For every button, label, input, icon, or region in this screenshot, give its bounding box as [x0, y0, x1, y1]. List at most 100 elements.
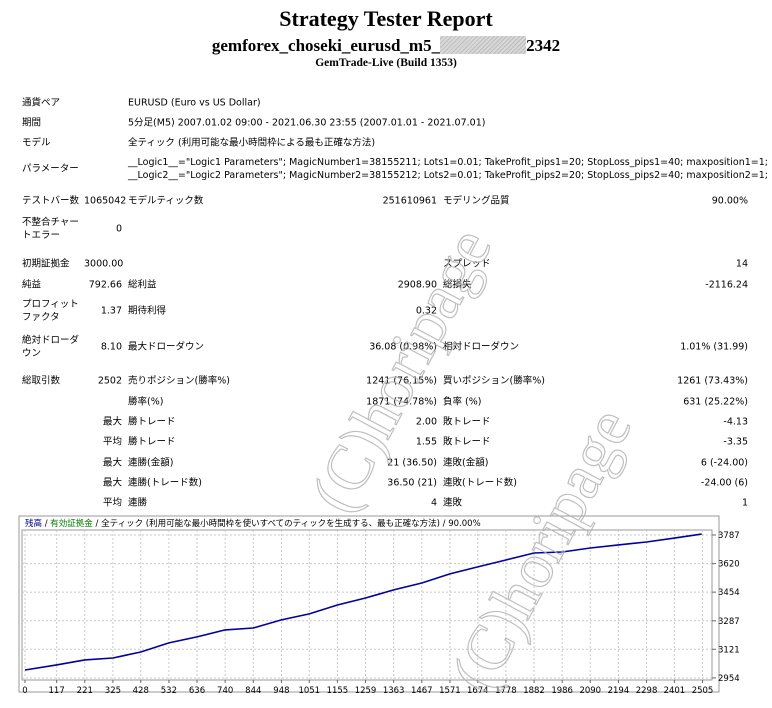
x-tick-label: 1571: [439, 686, 461, 696]
legend-text: /: [42, 519, 50, 529]
y-tick-label: 3287: [718, 617, 740, 627]
stat-value: 36.50 (21): [387, 477, 437, 489]
stat-label: 総利益: [128, 279, 157, 291]
stat-value: 6 (-24.00): [700, 457, 748, 469]
x-tick-label: 1051: [298, 686, 320, 696]
x-tick-label: 1155: [327, 686, 349, 696]
build-info: GemTrade-Live (Build 1353): [315, 57, 457, 69]
legend-text: / 全ティック (利用可能な最小時間枠を使いすべてのティックを生成する、最も正確…: [93, 518, 481, 529]
stat-value: 最大: [102, 477, 122, 489]
x-tick-label: 2505: [692, 686, 714, 696]
x-tick-label: 2194: [608, 686, 630, 696]
stat-label: 不整合チャートエラー: [22, 217, 79, 241]
balance-chart: 2954 3121 3287 3454 3620 3787 0 117 221 325 428 532…: [18, 515, 740, 696]
expert-name: gemforex_choseki_eurusd_m5_ 2342: [0, 36, 772, 56]
stat-label: 勝トレード: [128, 436, 176, 448]
stat-value: 14: [735, 258, 748, 270]
x-tick-label: 2401: [664, 686, 686, 696]
x-tick-label: 325: [105, 686, 121, 696]
stat-label: 連勝(金額): [128, 457, 174, 469]
legend: 残高 / 有効証拠金 / 全ティック (利用可能な最小時間枠を使いすべてのティッ…: [25, 518, 481, 529]
stat-label: 純益: [22, 279, 42, 291]
stat-value: 3000.00: [84, 258, 124, 270]
stat-label: スプレッド: [443, 258, 491, 270]
x-tick-label: 2298: [636, 686, 658, 696]
y-tick-label: 3787: [718, 531, 740, 541]
stat-value: 2.00: [415, 416, 437, 428]
info-value: EURUSD (Euro vs US Dollar): [128, 97, 261, 110]
y-tick-label: 2954: [718, 674, 740, 684]
x-tick-label: 844: [245, 686, 261, 696]
stat-label: 敗トレード: [443, 416, 491, 428]
stat-label: モデルティック数: [128, 195, 204, 207]
info-value-line: EURUSD (Euro vs US Dollar): [128, 97, 261, 109]
stat-label: 勝率(%): [128, 396, 164, 408]
stat-label: 連勝(トレード数): [128, 477, 202, 489]
y-tick-label: 3454: [718, 588, 740, 598]
stat-value: 36.08 (0.98%): [369, 341, 437, 353]
x-tick-label: 0: [22, 686, 27, 696]
stat-label: 買いポジション(勝率%): [443, 375, 545, 387]
stat-label: 連勝: [128, 497, 148, 509]
x-tick-label: 1882: [523, 686, 545, 696]
x-tick-label: 1467: [411, 686, 433, 696]
stat-label: 負率 (%): [443, 396, 482, 408]
x-tick-label: 1778: [495, 686, 517, 696]
stat-value: 1871 (74.78%): [366, 396, 437, 408]
stat-value: 最大: [102, 416, 122, 428]
x-tick-label: 532: [161, 686, 177, 696]
stat-label: 初期証拠金: [22, 258, 70, 270]
stat-label: 絶対ドローダウン: [22, 335, 80, 359]
legend-series: 残高: [25, 518, 42, 529]
x-tick-label: 428: [133, 686, 149, 696]
info-value: __Logic1__="Logic1 Parameters"; MagicNum…: [128, 156, 768, 182]
stat-label: 勝トレード: [128, 416, 176, 428]
stat-value: 1241 (76.15%): [366, 375, 437, 387]
info-value-line: __Logic1__="Logic1 Parameters"; MagicNum…: [128, 157, 768, 168]
stat-value: 21 (36.50): [387, 457, 437, 469]
stat-label: 総取引数: [22, 375, 61, 387]
stat-value: 0.32: [415, 305, 437, 317]
stat-label: 期待利得: [128, 305, 167, 317]
stat-value: 8.10: [100, 341, 122, 353]
stat-value: 90.00%: [711, 195, 748, 207]
stat-value: 平均: [102, 436, 122, 448]
info-value-line: __Logic2__="Logic2 Parameters"; MagicNum…: [128, 170, 768, 181]
stat-label: テストバー数: [22, 195, 80, 207]
stat-label: 総損失: [443, 279, 472, 291]
stat-label: 売りポジション(勝率%): [128, 375, 230, 387]
info-label: モデル: [22, 137, 51, 149]
stat-value: 1.37: [100, 305, 122, 317]
info-label: パラメーター: [22, 163, 79, 175]
stat-value: 1065042: [84, 195, 127, 207]
stat-value: 4: [430, 497, 437, 509]
stat-label: 連敗(トレード数): [443, 477, 517, 489]
x-tick-label: 1674: [467, 686, 489, 696]
stat-value: -4.13: [723, 416, 748, 428]
stat-value: 792.66: [88, 279, 122, 291]
x-tick-label: 636: [189, 686, 205, 696]
report-title: Strategy Tester Report: [279, 6, 493, 31]
stat-value: -24.00 (6): [700, 477, 748, 489]
info-label: 通貨ペア: [22, 97, 61, 109]
stat-label: モデリング品質: [443, 195, 510, 207]
stat-label: プロフィットファクタ: [22, 299, 79, 323]
stat-label: 相対ドローダウン: [443, 341, 520, 353]
redaction: [440, 36, 527, 54]
x-tick-label: 117: [49, 686, 65, 696]
info-value: 5分足(M5) 2007.01.02 09:00 - 2021.06.30 23…: [128, 117, 485, 130]
x-tick-label: 2090: [579, 686, 601, 696]
stat-value: -3.35: [723, 436, 748, 448]
expert-suffix: 2342: [526, 36, 561, 55]
stat-label: 敗トレード: [443, 436, 491, 448]
stat-value: 0: [115, 223, 122, 235]
x-tick-label: 1363: [383, 686, 405, 696]
y-tick-label: 3620: [718, 560, 740, 570]
legend-text: 有効証拠金: [50, 518, 93, 529]
stat-label: 最大ドローダウン: [128, 341, 205, 353]
stat-value: 251610961: [382, 195, 437, 207]
stat-value: 1.01% (31.99): [680, 341, 748, 353]
x-tick-label: 740: [217, 686, 233, 696]
stat-value: 1: [741, 497, 748, 509]
